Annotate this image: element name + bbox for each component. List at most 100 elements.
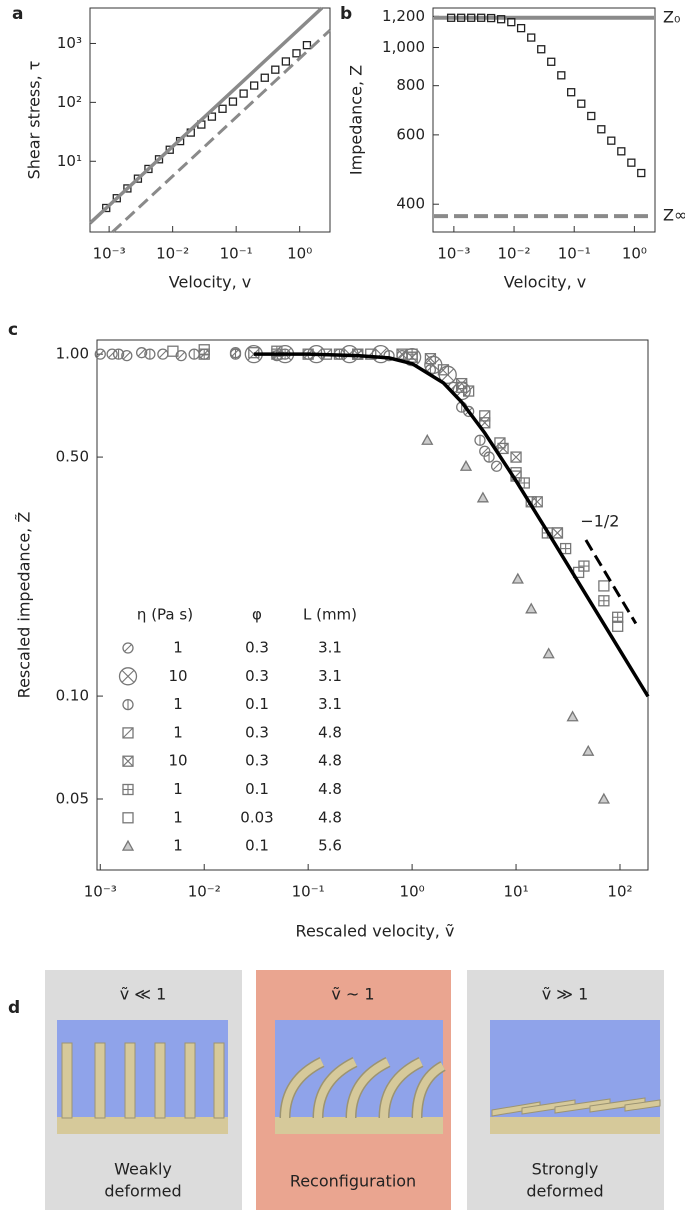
marker-stroke [124, 644, 132, 652]
marker-stroke [158, 350, 167, 359]
pillars [491, 1097, 661, 1117]
x-tick-label: 10⁰ [287, 245, 312, 263]
data-point [551, 527, 564, 539]
data-point [456, 381, 468, 393]
data-point [516, 23, 526, 33]
marker-square [102, 203, 111, 213]
legend-cell: 10 [168, 752, 187, 770]
data-point [497, 442, 509, 455]
x-tick-label: 10⁻¹ [220, 245, 253, 263]
data-point [483, 451, 495, 463]
marker-triangle [421, 433, 434, 445]
marker-square [486, 13, 496, 23]
marker-square [627, 158, 636, 167]
x-tick-label: 10² [607, 883, 632, 901]
marker-square [479, 410, 491, 422]
substrate [275, 1117, 443, 1134]
marker-stroke [510, 451, 522, 463]
legend-cell: 1 [173, 837, 183, 855]
data-point [112, 194, 121, 203]
marker-stroke [121, 669, 135, 683]
marker-square [637, 168, 646, 178]
data-point [218, 104, 227, 113]
y-tick-label: 1,200 [382, 7, 425, 25]
legend-header: φ [252, 606, 262, 624]
data-point [598, 595, 610, 607]
data-point [597, 792, 610, 804]
marker-stroke [426, 358, 440, 372]
reference-label: Z₀ [663, 7, 680, 26]
legend-cell: 0.1 [245, 695, 269, 713]
x-tick-label: 10⁻² [156, 245, 189, 263]
x-tick-label: 10¹ [503, 883, 528, 901]
legend-marker [122, 698, 134, 711]
data-point [281, 57, 291, 66]
y-tick-label: 1.00 [56, 345, 89, 363]
marker-triangle [597, 792, 610, 804]
marker-square [496, 15, 506, 24]
marker-square [577, 99, 586, 108]
marker-square [479, 417, 491, 429]
line-series [253, 352, 650, 698]
panel-letter: b [340, 4, 352, 24]
data-point [157, 348, 169, 360]
legend-marker [118, 667, 138, 686]
marker-triangle [525, 602, 538, 614]
data-point [476, 13, 486, 22]
legend-marker [121, 839, 135, 851]
plot-frame [96, 339, 649, 871]
marker-stroke [425, 353, 436, 365]
legend-cell: 3.1 [318, 667, 342, 685]
marker-square [250, 81, 259, 90]
marker-square [167, 345, 179, 357]
marker-triangle [511, 572, 524, 584]
y-tick-label: 0.05 [56, 790, 89, 808]
box-title: ṽ ~ 1 [331, 985, 374, 1004]
data-point [547, 57, 556, 66]
x-tick-label: 10⁻¹ [292, 883, 325, 901]
marker-stroke [96, 350, 105, 359]
marker-stroke [396, 348, 408, 360]
marker-stroke [456, 378, 468, 390]
marker-circle [94, 348, 106, 360]
x-tick-label: 10⁻¹ [558, 245, 591, 263]
data-point [486, 13, 496, 23]
data-point [496, 15, 506, 24]
panel-letter: a [12, 4, 23, 24]
data-point [239, 89, 248, 98]
x-tick-label: 10⁰ [622, 245, 647, 263]
data-point [582, 744, 595, 756]
marker-square [510, 451, 522, 463]
marker-stroke [122, 351, 131, 360]
legend-cell: 0.3 [245, 667, 269, 685]
data-point [598, 580, 610, 592]
marker-square [597, 125, 606, 134]
data-point [302, 41, 312, 50]
y-tick-label: 10³ [57, 34, 82, 52]
legend-cell: 4.8 [318, 808, 342, 826]
legend-cell: 0.3 [245, 752, 269, 770]
line-series [111, 29, 332, 234]
y-tick-label: 0.10 [56, 687, 89, 705]
marker-square [527, 33, 536, 42]
marker-square [144, 164, 153, 174]
panel-letter: c [8, 320, 18, 340]
marker-triangle [582, 744, 595, 756]
legend-cell: 4.8 [318, 723, 342, 741]
substrate [57, 1117, 228, 1134]
data-point [607, 136, 616, 145]
marker-square [598, 580, 610, 592]
y-axis-label: Shear stress, τ [25, 61, 44, 180]
reference-label: Z∞ [663, 206, 685, 225]
data-point [559, 542, 572, 555]
marker-square [122, 755, 134, 767]
x-axis-label: Rescaled velocity, ṽ [296, 922, 455, 941]
marker-square [463, 385, 475, 397]
data-point [228, 97, 238, 106]
x-tick-label: 10⁻² [188, 883, 221, 901]
marker-square [476, 13, 486, 22]
slope-label: −1/2 [580, 512, 619, 531]
data-point [551, 527, 564, 539]
data-point [567, 88, 576, 97]
pillars [279, 1057, 446, 1119]
